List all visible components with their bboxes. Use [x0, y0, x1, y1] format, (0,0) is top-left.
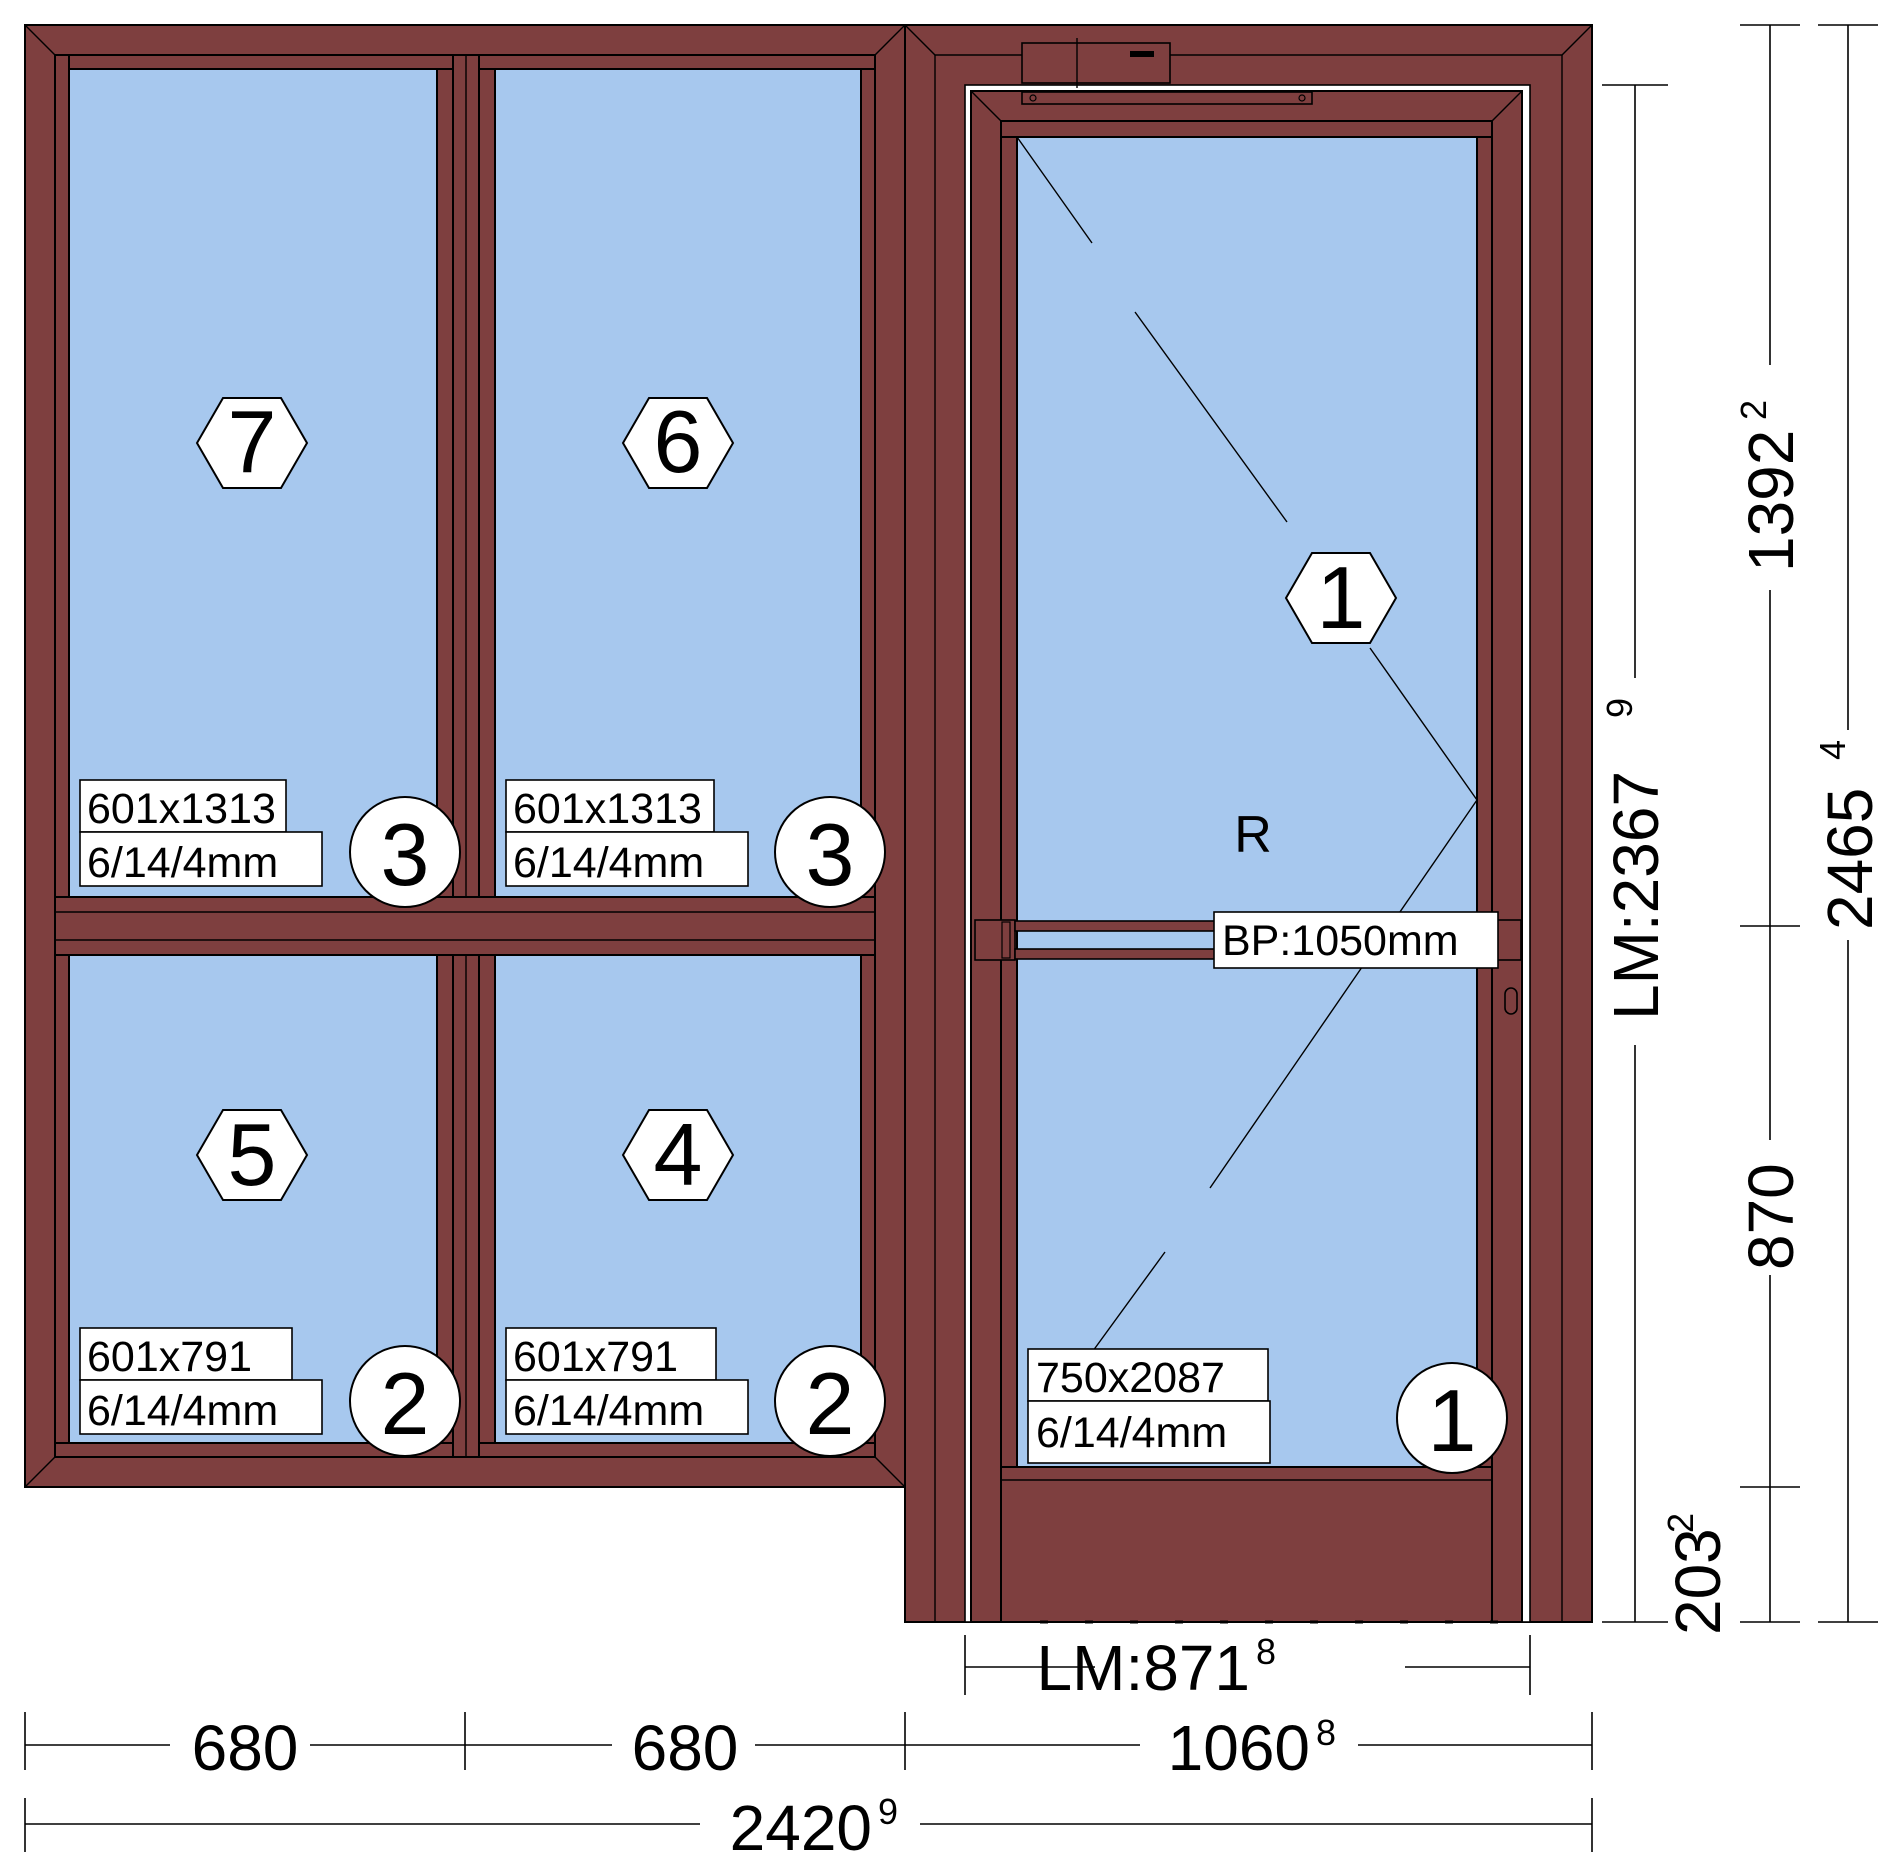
svg-text:2420: 2420 — [730, 1792, 872, 1864]
svg-text:2: 2 — [1660, 1513, 1701, 1533]
panel-number-7: 7 — [195, 392, 309, 491]
svg-text:870: 870 — [1735, 1163, 1807, 1270]
glass-type-tag-door: 1 — [1396, 1362, 1508, 1474]
svg-text:680: 680 — [192, 1712, 299, 1784]
svg-text:4: 4 — [654, 1105, 703, 1204]
svg-text:2: 2 — [806, 1354, 855, 1453]
svg-text:6/14/4mm: 6/14/4mm — [513, 839, 704, 887]
svg-text:1: 1 — [1428, 1371, 1477, 1470]
dimension-right-heights: 1392 2 870 203 2 — [1660, 24, 1807, 1635]
svg-text:4: 4 — [1812, 740, 1853, 760]
svg-text:6/14/4mm: 6/14/4mm — [1036, 1409, 1227, 1457]
size-label-p7: 601x1313 6/14/4mm — [79, 779, 323, 887]
dimension-total-width: 2420 9 — [24, 1791, 1593, 1864]
glass-type-tag-p6: 3 — [774, 796, 886, 908]
svg-text:3: 3 — [806, 805, 855, 904]
svg-text:5: 5 — [228, 1105, 277, 1204]
svg-text:2: 2 — [1733, 400, 1774, 420]
dimension-total-height: 2465 4 — [1812, 24, 1886, 1623]
svg-text:7: 7 — [228, 392, 277, 491]
panel-number-4: 4 — [621, 1105, 735, 1204]
panel-number-6: 6 — [621, 392, 735, 491]
svg-text:1060: 1060 — [1168, 1712, 1310, 1784]
svg-text:601x791: 601x791 — [513, 1333, 678, 1381]
svg-text:LM:871: LM:871 — [1037, 1632, 1250, 1704]
svg-text:6/14/4mm: 6/14/4mm — [87, 1387, 278, 1435]
svg-text:601x1313: 601x1313 — [87, 785, 276, 833]
glass-type-tag-p4: 2 — [774, 1345, 886, 1457]
svg-text:680: 680 — [632, 1712, 739, 1784]
svg-text:6/14/4mm: 6/14/4mm — [513, 1387, 704, 1435]
door-closer — [1021, 38, 1313, 105]
svg-text:1392: 1392 — [1735, 430, 1807, 572]
dimension-door-leaf-height: LM:2367 9 — [1599, 84, 1672, 1623]
svg-text:LM:2367: LM:2367 — [1600, 771, 1672, 1020]
svg-text:8: 8 — [1316, 1712, 1336, 1753]
svg-text:203: 203 — [1662, 1528, 1734, 1635]
svg-text:3: 3 — [381, 805, 430, 904]
size-label-door: 750x2087 6/14/4mm — [1027, 1348, 1271, 1464]
size-label-p6: 601x1313 6/14/4mm — [505, 779, 749, 887]
svg-text:9: 9 — [878, 1791, 898, 1832]
svg-text:6: 6 — [654, 392, 703, 491]
glass-type-tag-p7: 3 — [349, 796, 461, 908]
svg-text:6/14/4mm: 6/14/4mm — [87, 839, 278, 887]
opening-hand-label: R — [1234, 806, 1272, 864]
panel-number-1: 1 — [1284, 548, 1398, 647]
glass-type-tag-p5: 2 — [349, 1345, 461, 1457]
svg-text:BP:1050mm: BP:1050mm — [1222, 917, 1459, 965]
door-kick-plate — [1000, 1466, 1493, 1623]
svg-text:8: 8 — [1256, 1631, 1276, 1672]
dimension-door-leaf-width: LM:871 8 — [964, 1631, 1531, 1704]
size-label-p5: 601x791 6/14/4mm — [79, 1327, 323, 1435]
svg-text:9: 9 — [1599, 698, 1640, 718]
size-label-p4: 601x791 6/14/4mm — [505, 1327, 749, 1435]
svg-text:2465: 2465 — [1814, 788, 1886, 930]
svg-text:601x791: 601x791 — [87, 1333, 252, 1381]
svg-text:1: 1 — [1317, 548, 1366, 647]
door-glass-pane — [1016, 136, 1478, 1468]
svg-text:601x1313: 601x1313 — [513, 785, 702, 833]
panel-number-5: 5 — [195, 1105, 309, 1204]
svg-text:2: 2 — [381, 1354, 430, 1453]
handle-height-label: BP:1050mm — [1213, 911, 1499, 969]
dimension-row-widths: 680 680 1060 8 — [24, 1712, 1593, 1784]
svg-text:750x2087: 750x2087 — [1036, 1354, 1225, 1402]
